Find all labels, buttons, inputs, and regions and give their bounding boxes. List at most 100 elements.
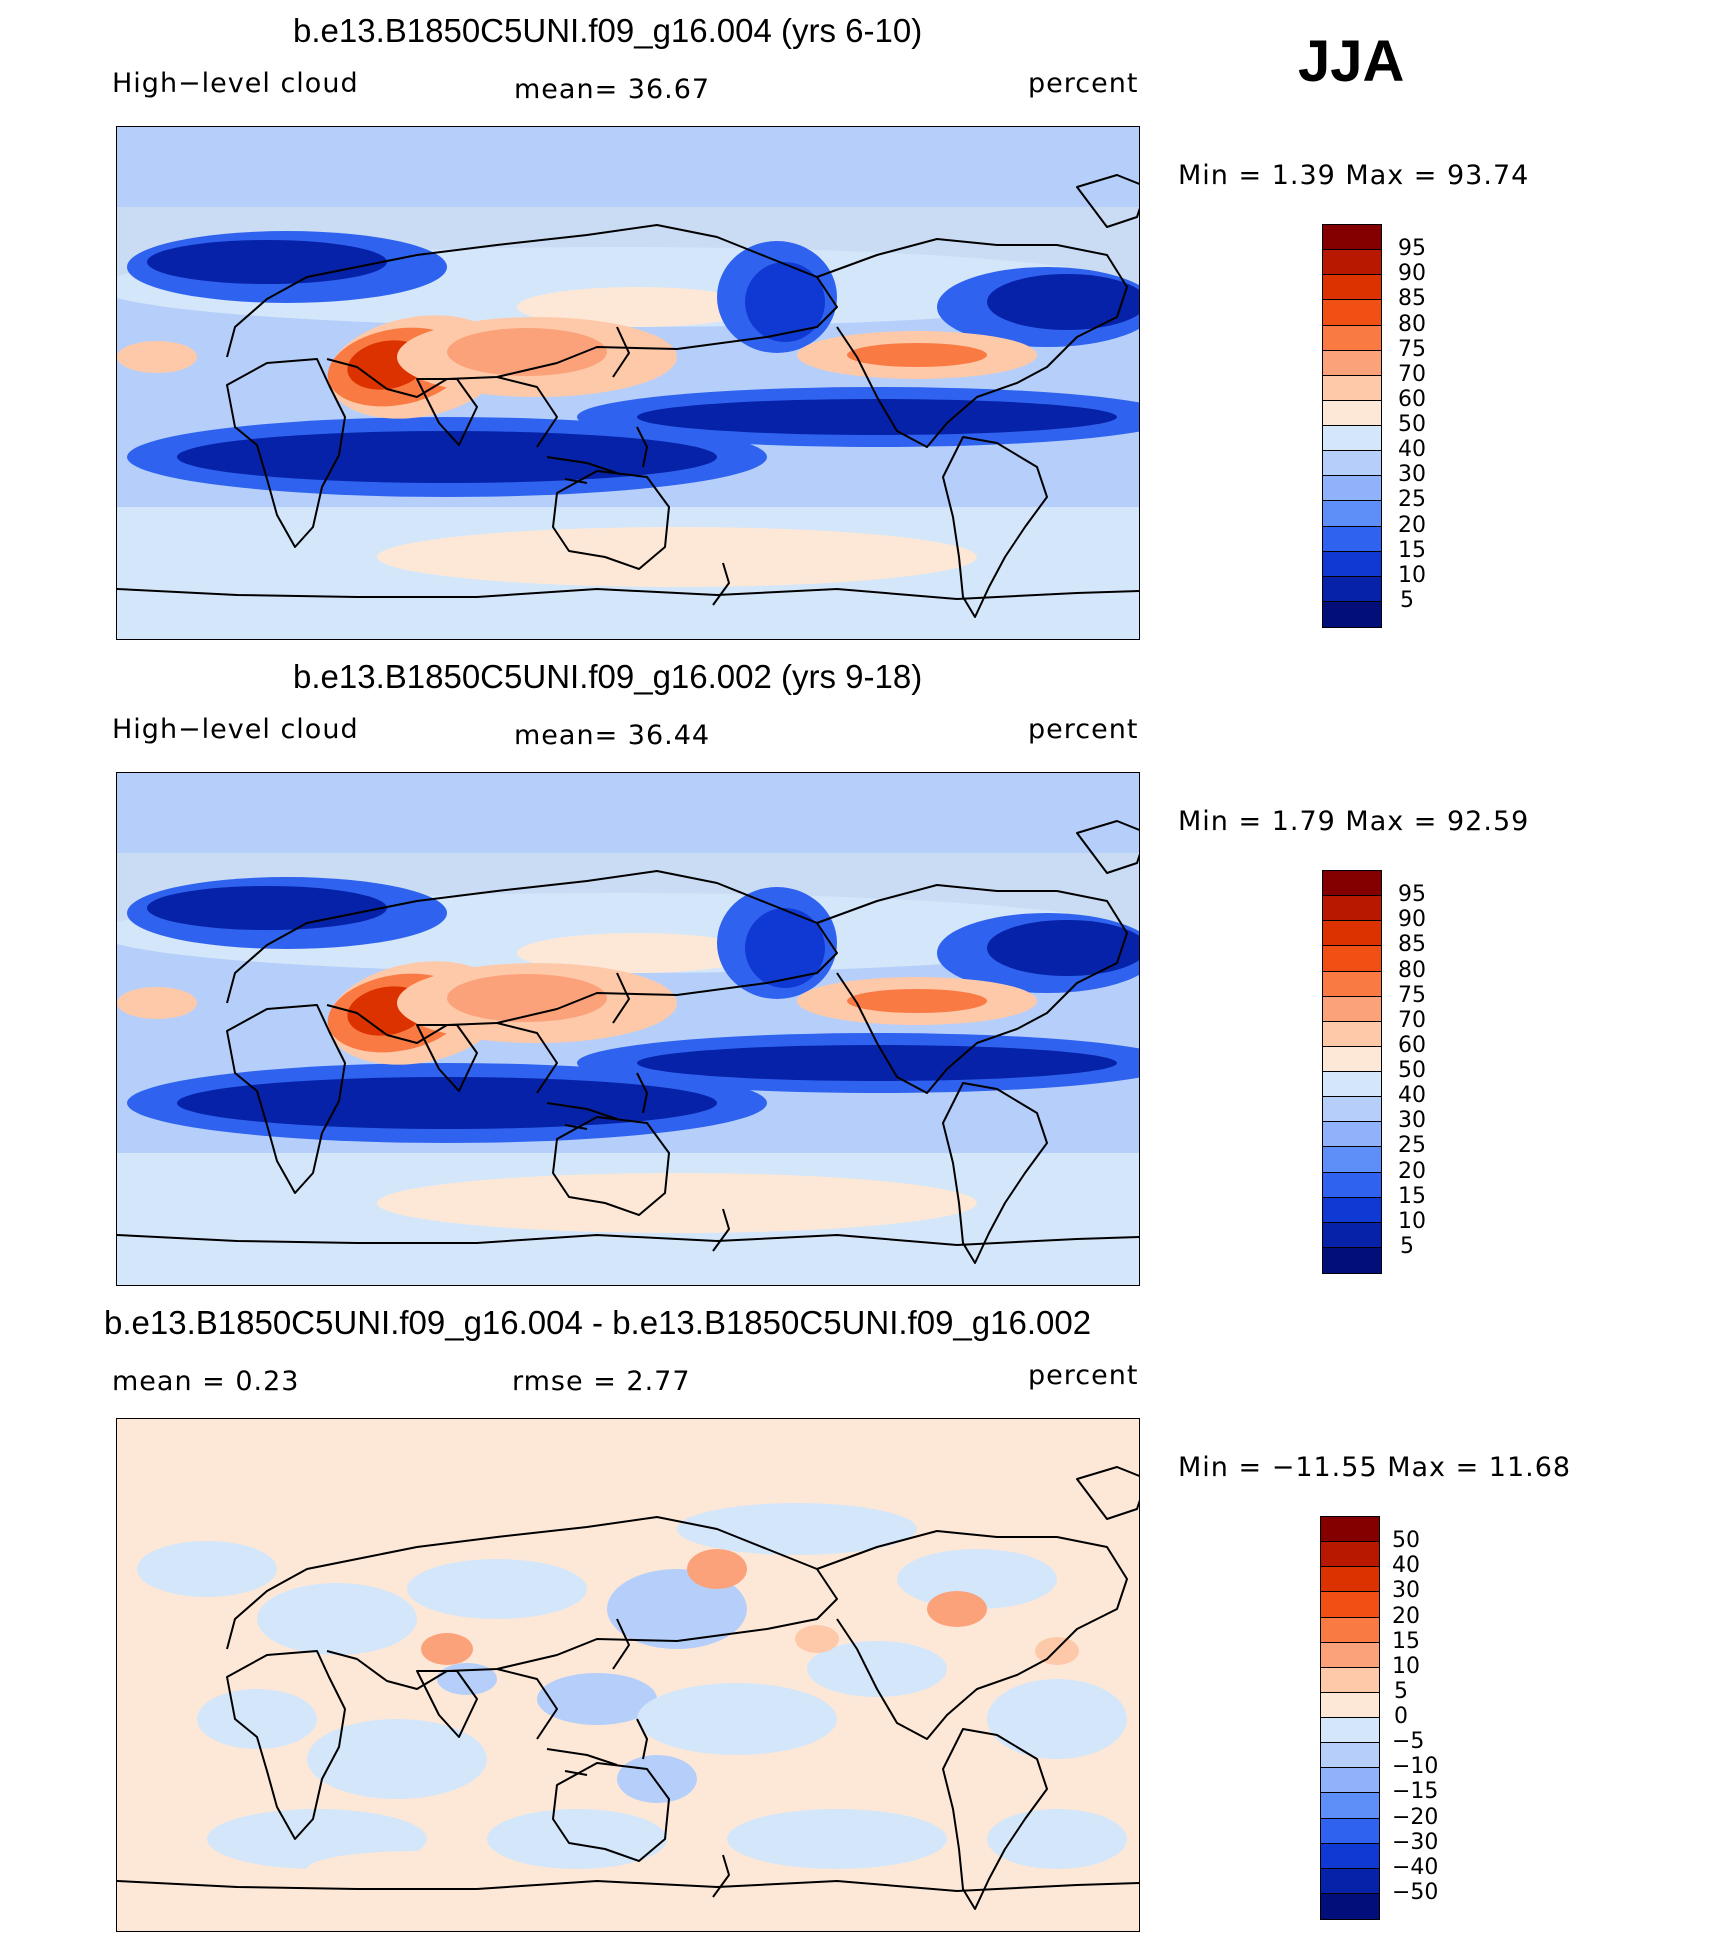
coastline — [117, 1880, 1139, 1892]
colorbar-swatch — [1321, 1793, 1379, 1819]
coastline — [226, 1004, 346, 1194]
colorbar-label: 95 — [1398, 882, 1426, 908]
coastline — [564, 1124, 588, 1130]
panel-3-title: b.e13.B1850C5UNI.f09_g16.004 - b.e13.B18… — [104, 1304, 1092, 1341]
colorbar-swatch — [1323, 375, 1381, 401]
coastline — [546, 1102, 618, 1120]
colorbar-label: 5 — [1400, 1233, 1414, 1259]
colorbar-swatch — [1321, 1718, 1379, 1744]
colorbar-swatch — [1323, 1046, 1381, 1072]
contour-region — [407, 1559, 587, 1619]
colorbar-label: 30 — [1392, 1578, 1420, 1604]
coastline — [1076, 1466, 1139, 1520]
colorbar-swatch — [1323, 871, 1381, 897]
coastline — [416, 378, 478, 446]
colorbar-swatch — [1323, 451, 1381, 477]
colorbar-label: −20 — [1392, 1804, 1439, 1830]
panel-2-map — [116, 772, 1140, 1286]
contour-region — [447, 974, 607, 1022]
coastline — [416, 1670, 478, 1738]
coastline — [226, 1650, 346, 1840]
coastline — [226, 1516, 838, 1690]
coastline — [1076, 174, 1139, 228]
coastline — [117, 588, 1139, 600]
contour-region — [377, 1173, 977, 1233]
coastline — [712, 1208, 730, 1252]
colorbar-swatch — [1323, 250, 1381, 276]
colorbar-swatch — [1323, 971, 1381, 997]
colorbar-label: 60 — [1398, 1032, 1426, 1058]
colorbar-label: 10 — [1398, 562, 1426, 588]
colorbar-swatch — [1321, 1893, 1379, 1919]
colorbar-label: 5 — [1394, 1678, 1408, 1704]
coastline — [226, 870, 838, 1044]
contour-region — [117, 341, 197, 373]
colorbar-swatch — [1323, 225, 1381, 251]
contour-region — [147, 886, 387, 930]
colorbar-label: −10 — [1392, 1754, 1439, 1780]
colorbar-label: 30 — [1398, 1108, 1426, 1134]
season-label: JJA — [1298, 29, 1405, 94]
panel-1-map — [116, 126, 1140, 640]
panel-3-rmse: rmse = 2.77 — [512, 1366, 691, 1397]
panel-3-units: percent — [1028, 1360, 1139, 1391]
colorbar-swatch — [1321, 1617, 1379, 1643]
coastline — [564, 1770, 588, 1776]
coastline — [564, 478, 588, 484]
contour-region — [637, 1045, 1117, 1081]
colorbar-swatch — [1321, 1642, 1379, 1668]
colorbar-swatch — [1323, 1122, 1381, 1148]
contour-region — [987, 274, 1139, 330]
colorbar-label: 75 — [1398, 336, 1426, 362]
coastline — [612, 972, 630, 1024]
colorbar-label: 40 — [1398, 1083, 1426, 1109]
panel-3-mean: mean = 0.23 — [112, 1366, 300, 1397]
panel-2-variable-label: High−level cloud — [112, 714, 359, 745]
coastline — [636, 1072, 648, 1114]
contour-region — [987, 1679, 1127, 1759]
panel-1-colorbar — [1322, 224, 1382, 628]
colorbar-label: 15 — [1398, 1183, 1426, 1209]
colorbar-swatch — [1323, 300, 1381, 326]
coastline — [226, 224, 838, 398]
contour-region — [897, 1549, 1057, 1609]
colorbar-label: 75 — [1398, 982, 1426, 1008]
coastline — [117, 1234, 1139, 1246]
colorbar-label: −5 — [1392, 1729, 1425, 1755]
colorbar-swatch — [1323, 1222, 1381, 1248]
contour-region — [307, 1719, 487, 1799]
coastline — [636, 1718, 648, 1760]
contour-region — [197, 1689, 317, 1749]
panel-1-minmax: Min = 1.39 Max = 93.74 — [1178, 160, 1530, 191]
contour-region — [745, 262, 825, 342]
coastline — [712, 562, 730, 606]
colorbar-label: 85 — [1398, 932, 1426, 958]
coastline — [496, 376, 558, 448]
contour-region — [177, 431, 717, 483]
colorbar-swatch — [1323, 325, 1381, 351]
colorbar-label: 50 — [1398, 1058, 1426, 1083]
colorbar-swatch — [1323, 400, 1381, 426]
colorbar-swatch — [1323, 921, 1381, 947]
colorbar-label: 40 — [1398, 437, 1426, 463]
colorbar-label: 25 — [1398, 487, 1426, 513]
colorbar-label: 85 — [1398, 286, 1426, 312]
panel-2-minmax: Min = 1.79 Max = 92.59 — [1178, 806, 1530, 837]
colorbar-swatch — [1323, 526, 1381, 552]
colorbar-swatch — [1321, 1743, 1379, 1769]
colorbar-swatch — [1323, 1097, 1381, 1123]
colorbar-label: 10 — [1398, 1208, 1426, 1234]
coastline — [816, 884, 1128, 1094]
colorbar-label: −15 — [1392, 1779, 1439, 1805]
contour-region — [137, 1541, 277, 1597]
contour-region — [617, 1755, 697, 1803]
colorbar-label: 95 — [1398, 236, 1426, 262]
colorbar-swatch — [1323, 426, 1381, 452]
contour-region — [537, 1673, 657, 1725]
colorbar-label: 70 — [1398, 361, 1426, 387]
contour-region — [447, 328, 607, 376]
colorbar-swatch — [1323, 601, 1381, 627]
contour-region — [847, 989, 987, 1013]
contour-region — [637, 1683, 837, 1755]
coastline — [612, 326, 630, 378]
